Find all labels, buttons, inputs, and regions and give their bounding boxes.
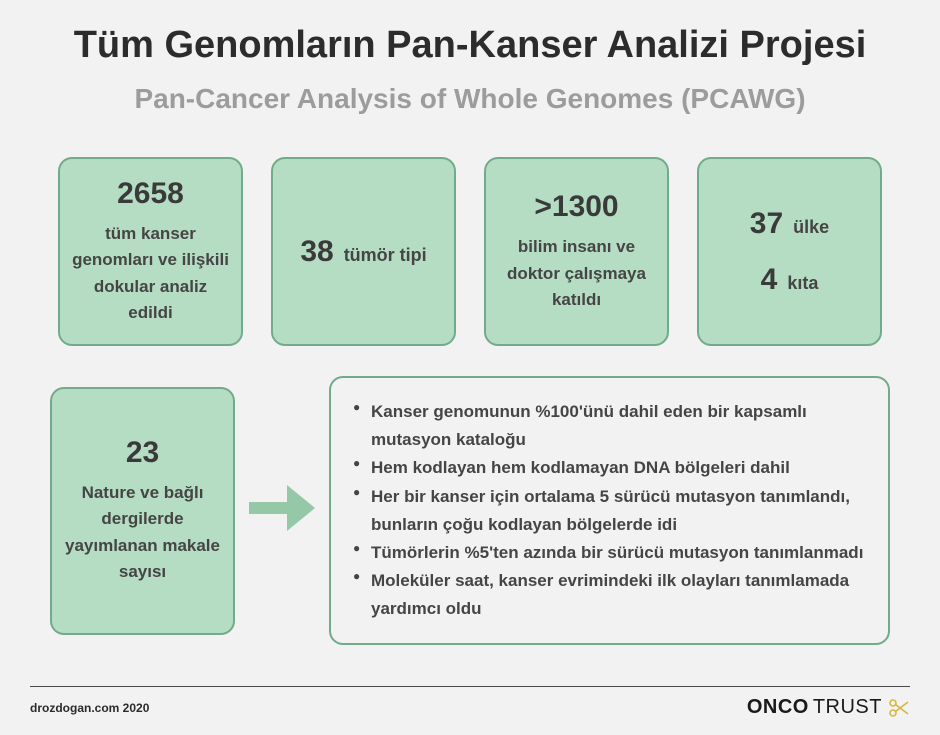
footer: drozdogan.com 2020 ONCOTRUST [0,696,940,719]
stat-card-tumor-types: 38 tümör tipi [271,157,456,346]
arrow-icon [249,485,315,536]
stat-number-continents: 4 [761,263,778,297]
findings-card: Kanser genomunun %100'ünü dahil eden bir… [329,376,890,644]
stat-card-scientists: >1300 bilim insanı ve doktor çalışmaya k… [484,157,669,346]
list-item: Her bir kanser için ortalama 5 sürücü mu… [353,483,866,539]
findings-row: 23 Nature ve bağlı dergilerde yayımlanan… [0,376,940,644]
list-item: Tümörlerin %5'ten azında bir sürücü muta… [353,539,866,567]
page-title: Tüm Genomların Pan-Kanser Analizi Projes… [0,24,940,67]
stat-label-continents: kıta [787,273,818,294]
stat-number: 38 [300,235,333,269]
list-item: Hem kodlayan hem kodlamayan DNA bölgeler… [353,454,866,482]
list-item: Moleküler saat, kanser evrimindeki ilk o… [353,567,866,623]
brand-part2: TRUST [813,696,882,719]
stat-number: 2658 [117,177,184,211]
list-item: Kanser genomunun %100'ünü dahil eden bir… [353,398,866,454]
scissors-icon [888,697,910,719]
header: Tüm Genomların Pan-Kanser Analizi Projes… [0,0,940,115]
stat-number-countries: 37 [750,207,783,241]
stat-label-countries: ülke [793,217,829,238]
brand-part1: ONCO [747,696,809,719]
stat-card-countries: 37 ülke 4 kıta [697,157,882,346]
page-subtitle: Pan-Cancer Analysis of Whole Genomes (PC… [0,83,940,115]
stat-desc: bilim insanı ve doktor çalışmaya katıldı [496,234,657,313]
findings-list: Kanser genomunun %100'ünü dahil eden bir… [353,398,866,622]
stat-desc: tüm kanser genomları ve ilişkili dokular… [70,221,231,326]
stat-number: >1300 [534,190,618,224]
divider [30,686,910,687]
source-text: drozdogan.com 2020 [30,701,149,715]
brand-logo: ONCOTRUST [747,696,910,719]
stat-desc: Nature ve bağlı dergilerde yayımlanan ma… [62,480,223,585]
stat-card-papers: 23 Nature ve bağlı dergilerde yayımlanan… [50,387,235,635]
stat-label: tümör tipi [344,245,427,266]
stat-number: 23 [126,436,159,470]
stats-row: 2658 tüm kanser genomları ve ilişkili do… [0,157,940,346]
stat-card-genomes: 2658 tüm kanser genomları ve ilişkili do… [58,157,243,346]
